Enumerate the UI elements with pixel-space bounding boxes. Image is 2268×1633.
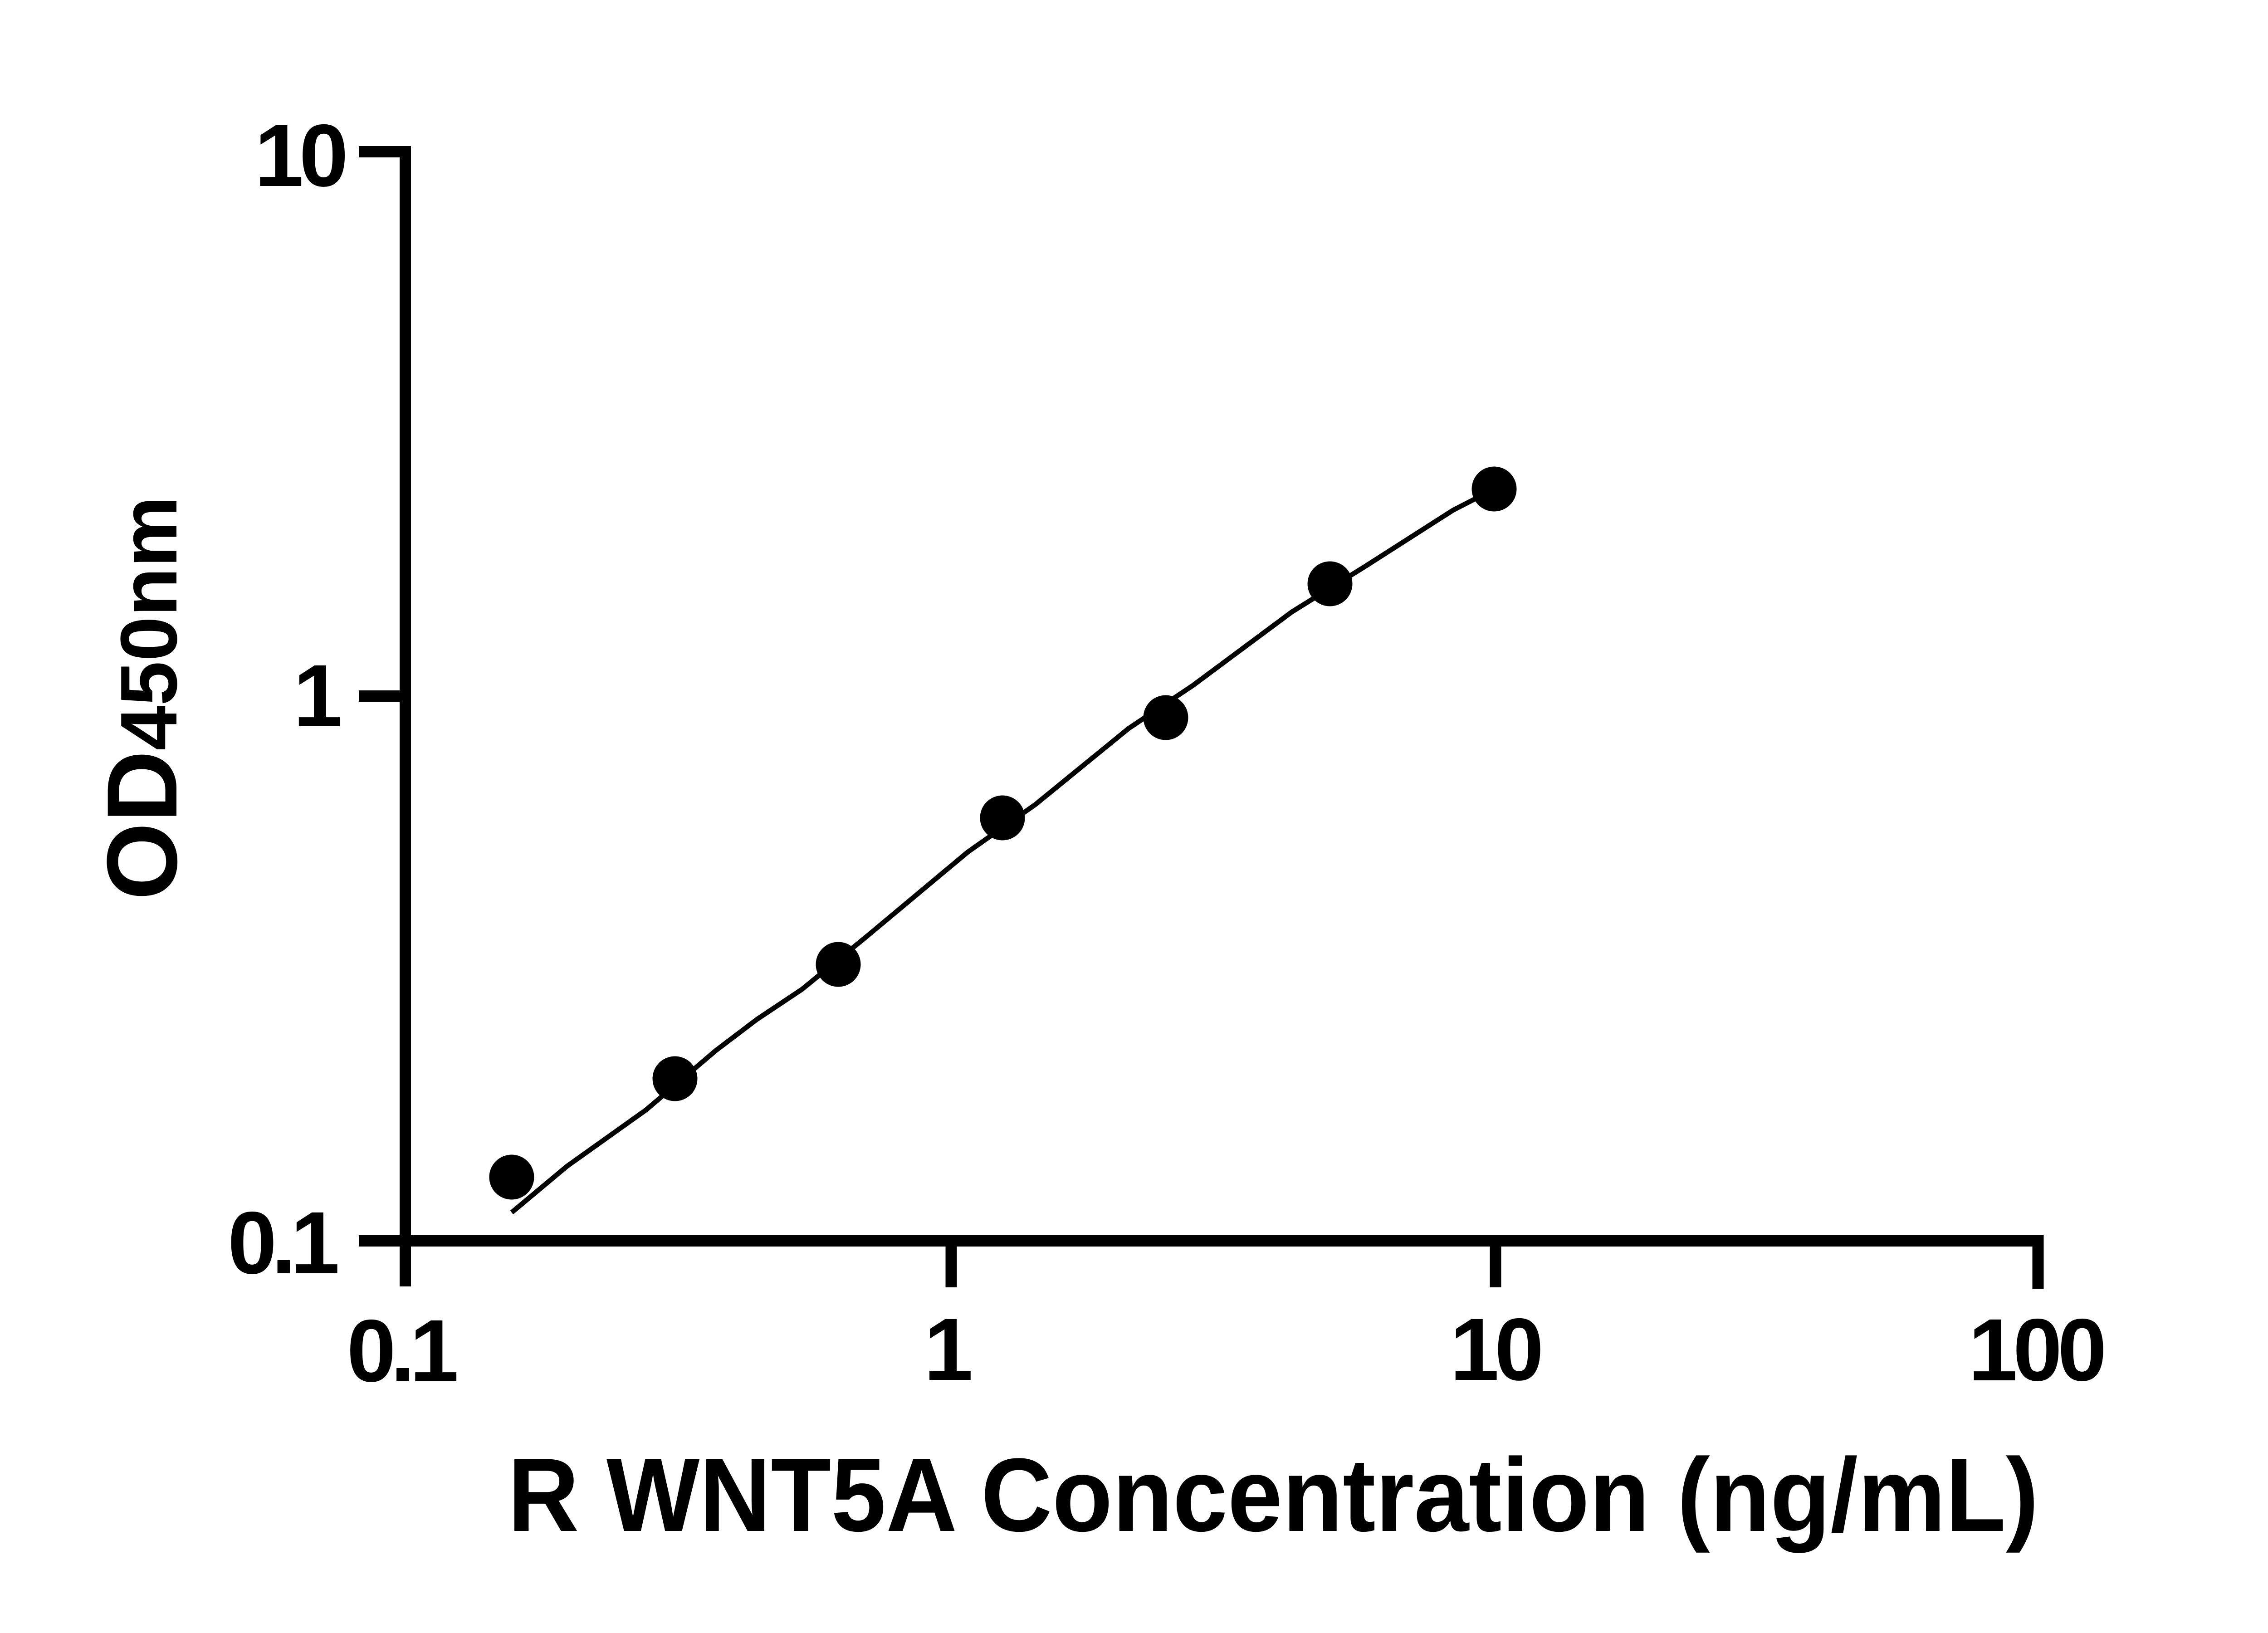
svg-text:OD450nm: OD450nm bbox=[86, 496, 198, 900]
svg-text:100: 100 bbox=[1968, 1301, 2103, 1399]
svg-text:10: 10 bbox=[1450, 1300, 1540, 1399]
svg-text:0.1: 0.1 bbox=[228, 1193, 338, 1292]
svg-text:R WNT5A Concentration (ng/mL): R WNT5A Concentration (ng/mL) bbox=[508, 1437, 2039, 1553]
svg-text:10: 10 bbox=[254, 106, 345, 205]
svg-text:1: 1 bbox=[924, 1300, 973, 1399]
svg-text:0.1: 0.1 bbox=[347, 1301, 457, 1400]
svg-text:1: 1 bbox=[293, 646, 342, 745]
